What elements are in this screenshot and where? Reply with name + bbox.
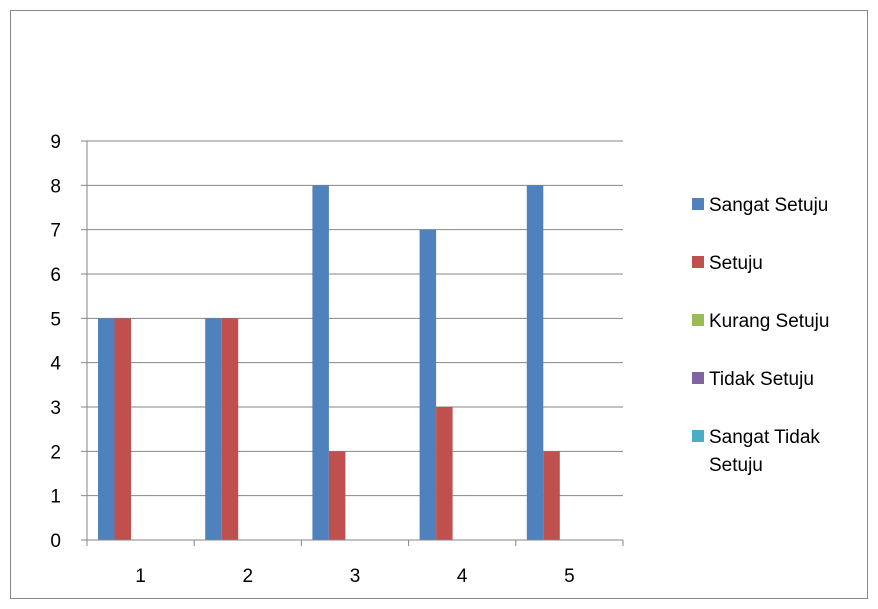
y-tick-label: 0 bbox=[50, 531, 61, 552]
legend-item: Kurang Setuju bbox=[692, 308, 859, 336]
legend-swatch bbox=[692, 198, 704, 210]
x-tick-label: 5 bbox=[564, 566, 575, 587]
bar-setuju bbox=[436, 407, 453, 540]
y-tick-label: 7 bbox=[50, 221, 61, 242]
x-tick-label: 4 bbox=[457, 566, 468, 587]
legend-label: Sangat Tidak Setuju bbox=[709, 427, 820, 476]
bars bbox=[98, 185, 560, 541]
legend-label: Sangat Setuju bbox=[709, 195, 829, 216]
bar-setuju bbox=[221, 318, 239, 540]
bar-sangat-setuju bbox=[419, 229, 437, 540]
y-tick-label: 2 bbox=[50, 442, 61, 463]
bar-sangat-setuju bbox=[312, 185, 329, 541]
bar-sangat-setuju bbox=[526, 185, 544, 541]
bar-setuju bbox=[328, 451, 346, 540]
y-tick-label: 4 bbox=[50, 354, 61, 375]
legend-item: Setuju bbox=[692, 250, 859, 278]
legend-label: Setuju bbox=[709, 253, 763, 274]
legend-swatch bbox=[692, 372, 704, 384]
legend-item: Tidak Setuju bbox=[692, 366, 859, 394]
bar-sangat-setuju bbox=[205, 318, 222, 540]
bar-setuju bbox=[543, 451, 560, 540]
x-tick-label: 1 bbox=[135, 566, 146, 587]
legend-swatch bbox=[692, 430, 704, 442]
y-tick-label: 5 bbox=[50, 309, 61, 330]
legend-label: Tidak Setuju bbox=[709, 369, 814, 390]
legend-swatch bbox=[692, 256, 704, 268]
bar-setuju bbox=[114, 318, 131, 540]
x-tick-label: 3 bbox=[350, 566, 361, 587]
legend-swatch bbox=[692, 314, 704, 326]
axes bbox=[81, 140, 624, 546]
legend-item: Sangat Setuju bbox=[692, 192, 859, 220]
legend-label: Kurang Setuju bbox=[709, 311, 830, 332]
tick-labels: 0 1 2 3 4 5 6 7 8 9 1 2 3 4 5 bbox=[50, 132, 574, 587]
y-tick-label: 3 bbox=[50, 398, 61, 419]
y-tick-label: 8 bbox=[50, 176, 61, 197]
bar-sangat-setuju bbox=[98, 318, 115, 540]
x-tick-label: 2 bbox=[243, 566, 254, 587]
y-tick-label: 1 bbox=[50, 487, 61, 508]
legend-item: Sangat Tidak Setuju bbox=[692, 424, 859, 480]
y-tick-label: 6 bbox=[50, 265, 61, 286]
y-tick-label: 9 bbox=[50, 132, 61, 153]
